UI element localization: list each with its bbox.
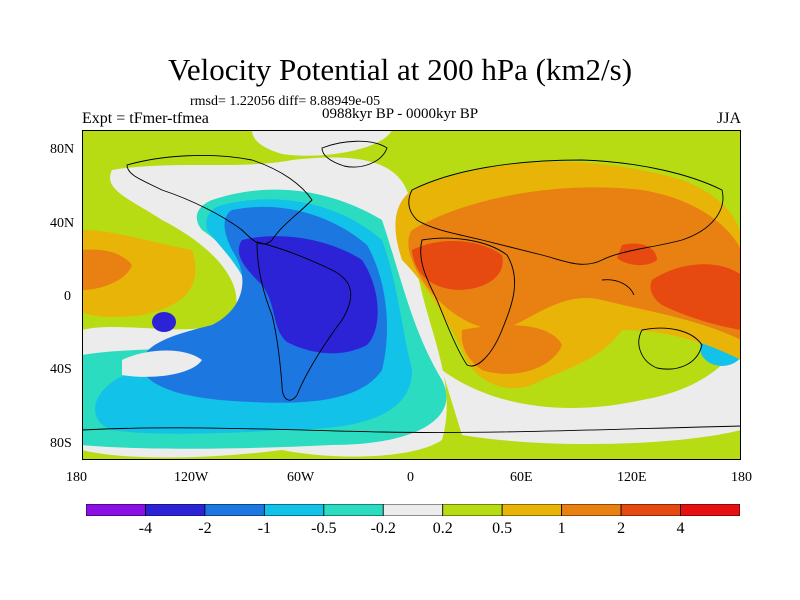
lon-tick-label: 120E (617, 470, 647, 485)
coastlines (82, 140, 741, 433)
colorbar-label: -4 (138, 520, 153, 537)
map-frame (82, 130, 741, 460)
max-positive-maritime-continent (650, 264, 741, 330)
coast-south-america (256, 241, 352, 401)
lat-tick-label: 0 (64, 289, 71, 304)
colorbar-swatch (204, 504, 265, 516)
near-zero-arctic (252, 130, 392, 156)
max-positive-south-asia (617, 243, 657, 266)
lon-tick-label: 60W (287, 470, 315, 485)
lon-tick-label: 0 (407, 470, 414, 485)
velocity-potential-map (82, 130, 741, 460)
colorbar-swatch (501, 504, 563, 516)
colorbar-label: -2 (198, 520, 212, 537)
colorbar-swatch (263, 504, 325, 516)
period-label: 0988kyr BP - 0000kyr BP (322, 106, 479, 122)
colorbar-swatch (680, 504, 740, 516)
strong-positive-east-pacific (82, 249, 132, 290)
contour-fields (82, 130, 741, 460)
coast-eurasia (408, 159, 724, 265)
colorbar-swatch (442, 504, 503, 516)
coast-north-america (126, 154, 313, 245)
lon-tick-label: 60E (510, 470, 533, 485)
colorbar-label: 0.5 (492, 520, 513, 537)
map-title: Velocity Potential at 200 hPa (km2/s) (167, 52, 633, 87)
colorbar (86, 504, 740, 516)
lat-tick-label: 80S (50, 436, 72, 451)
max-positive-africa (412, 240, 503, 290)
lon-tick-label: 180 (731, 470, 752, 485)
lon-tick-label: 180 (66, 470, 87, 485)
colorbar-label: -1 (257, 520, 272, 537)
positive-pacific-west (82, 230, 196, 318)
coast-antarctica (82, 425, 741, 433)
colorbar-label: 1 (557, 520, 566, 537)
coast-africa (420, 237, 516, 367)
near-zero-south (442, 340, 741, 445)
strong-negative-core (238, 236, 378, 354)
colorbar-swatch (620, 504, 681, 516)
colorbar-swatch (561, 504, 622, 516)
strong-negative-pacific (152, 312, 176, 332)
coast-australia (638, 327, 703, 370)
near-zero-south-pacific (122, 350, 202, 377)
coast-greenland (321, 140, 388, 168)
colorbar-swatch (86, 504, 146, 516)
colorbar-swatch (145, 504, 206, 516)
colorbar-label: 2 (617, 520, 626, 537)
colorbar-label: -0.2 (370, 520, 396, 537)
stats-line: rmsd= 1.22056 diff= 8.88949e-05 (190, 94, 381, 109)
lat-tick-label: 40S (50, 362, 72, 377)
coast-india (601, 279, 635, 296)
colorbar-label: 0.2 (432, 520, 453, 537)
colorbar-label: 4 (676, 520, 685, 537)
colorbar-swatch (323, 504, 384, 516)
lon-tick-label: 120W (174, 470, 209, 485)
colorbar-swatch (382, 504, 444, 516)
lat-tick-label: 80N (50, 142, 75, 157)
colorbar-label: -0.5 (311, 520, 337, 537)
experiment-label: Expt = tFmer-tfmea (82, 110, 209, 127)
season-label: JJA (716, 110, 741, 127)
strong-positive-southern-africa (461, 325, 562, 374)
lat-tick-label: 40N (50, 216, 75, 231)
